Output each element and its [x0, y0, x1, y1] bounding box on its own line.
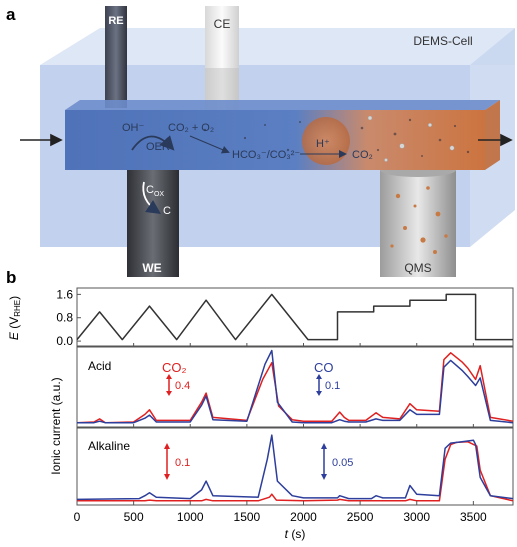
flow-channel-side — [485, 100, 500, 170]
cell-label: DEMS-Cell — [413, 34, 472, 48]
alk-co2-scale: 0.1 — [175, 457, 190, 469]
h-plus-label: H⁺ — [316, 138, 330, 150]
potential-y-tick-label: 0.8 — [56, 311, 73, 325]
acid-co2-scale: 0.4 — [175, 380, 190, 392]
we-label: WE — [142, 261, 161, 275]
acid-co-trace — [77, 349, 514, 424]
hco3-co3-label: HCO₃⁻/CO₃²⁻ — [232, 149, 300, 161]
panel-a-label: a — [6, 5, 16, 24]
acid-co-scale-arrow-up — [316, 374, 322, 379]
x-axis: 0 500 1000 1500 2000 2500 3000 3500 — [74, 343, 487, 524]
x-tick-label: 1500 — [234, 510, 261, 524]
qms-particles — [390, 186, 448, 254]
oer-curved-arrow — [131, 135, 175, 151]
cox-arrow — [142, 181, 161, 214]
cell-top-face — [40, 28, 515, 65]
alk-co-scale-arrow-up — [321, 443, 327, 449]
acid-co2-scale-arrow-up — [166, 374, 172, 379]
ce-label: CE — [214, 17, 231, 31]
x-axis-label: t (s) — [285, 527, 306, 541]
potential-y-tick-label: 1.6 — [56, 287, 73, 301]
potential-trace — [76, 293, 513, 341]
acid-co2-trace — [76, 352, 514, 424]
co2-label: CO₂ — [352, 149, 373, 161]
alkaline-frame — [76, 427, 514, 506]
alkaline-co2-trace — [77, 440, 514, 502]
x-tick-label: 3000 — [403, 510, 430, 524]
ionic-current-axis-label: Ionic current (a.u.) — [49, 377, 63, 474]
acid-co-scale-arrow-down — [316, 391, 322, 396]
x-tick-label: 2000 — [290, 510, 317, 524]
alk-co-scale-arrow-down — [321, 474, 327, 480]
qms-cylinder — [380, 170, 456, 277]
acid-co2-scale-arrow-down — [166, 391, 172, 396]
membrane-bubble — [302, 117, 350, 165]
acid-label: Acid — [88, 359, 111, 373]
panel-b-label: b — [6, 268, 16, 287]
alk-co-scale: 0.05 — [332, 457, 353, 469]
x-tick-label: 500 — [124, 510, 144, 524]
qms-label: QMS — [404, 261, 431, 275]
alkaline-label: Alkaline — [88, 439, 130, 453]
oh-label: OH⁻ — [122, 122, 145, 134]
alkaline-plot — [76, 434, 514, 502]
alkaline-co-trace — [76, 434, 514, 501]
potential-frame — [76, 287, 514, 347]
potential-y-axis: 0.0 0.8 1.6 — [56, 287, 81, 348]
potential-plot — [76, 293, 513, 341]
cox-label: COX — [146, 184, 164, 198]
x-tick-label: 1000 — [177, 510, 204, 524]
x-tick-label: 3500 — [460, 510, 487, 524]
acid-co-legend: CO — [314, 360, 334, 375]
hco3-arrow — [189, 135, 230, 154]
panel-b: b 0 500 1000 1500 2000 2500 3000 3500 0.0 0.8 1.6… — [6, 268, 514, 541]
potential-axis-label: E (VRHE) — [7, 296, 22, 340]
flow-channel-top — [65, 100, 500, 110]
acid-plot — [76, 349, 514, 424]
re-electrode — [105, 6, 127, 108]
c-label: C — [163, 205, 171, 217]
x-tick-label: 0 — [74, 510, 81, 524]
we-electrode — [127, 160, 179, 277]
re-label: RE — [108, 15, 123, 27]
co2-o2-label: CO₂ + O₂ — [168, 122, 214, 134]
alk-co2-scale-arrow-up — [164, 443, 170, 449]
channel-gas-bubbles — [367, 115, 455, 162]
panel-a: a DEMS-Cell RE CE WE QMS — [6, 5, 515, 277]
acid-co2-legend: CO₂ — [162, 360, 187, 375]
x-tick-label: 2500 — [347, 510, 374, 524]
flow-channel — [65, 110, 485, 170]
acid-frame — [76, 346, 514, 428]
acid-co-scale: 0.1 — [325, 380, 340, 392]
potential-y-tick-label: 0.0 — [56, 334, 73, 348]
alk-co2-scale-arrow-down — [164, 474, 170, 480]
ce-electrode — [205, 6, 239, 110]
